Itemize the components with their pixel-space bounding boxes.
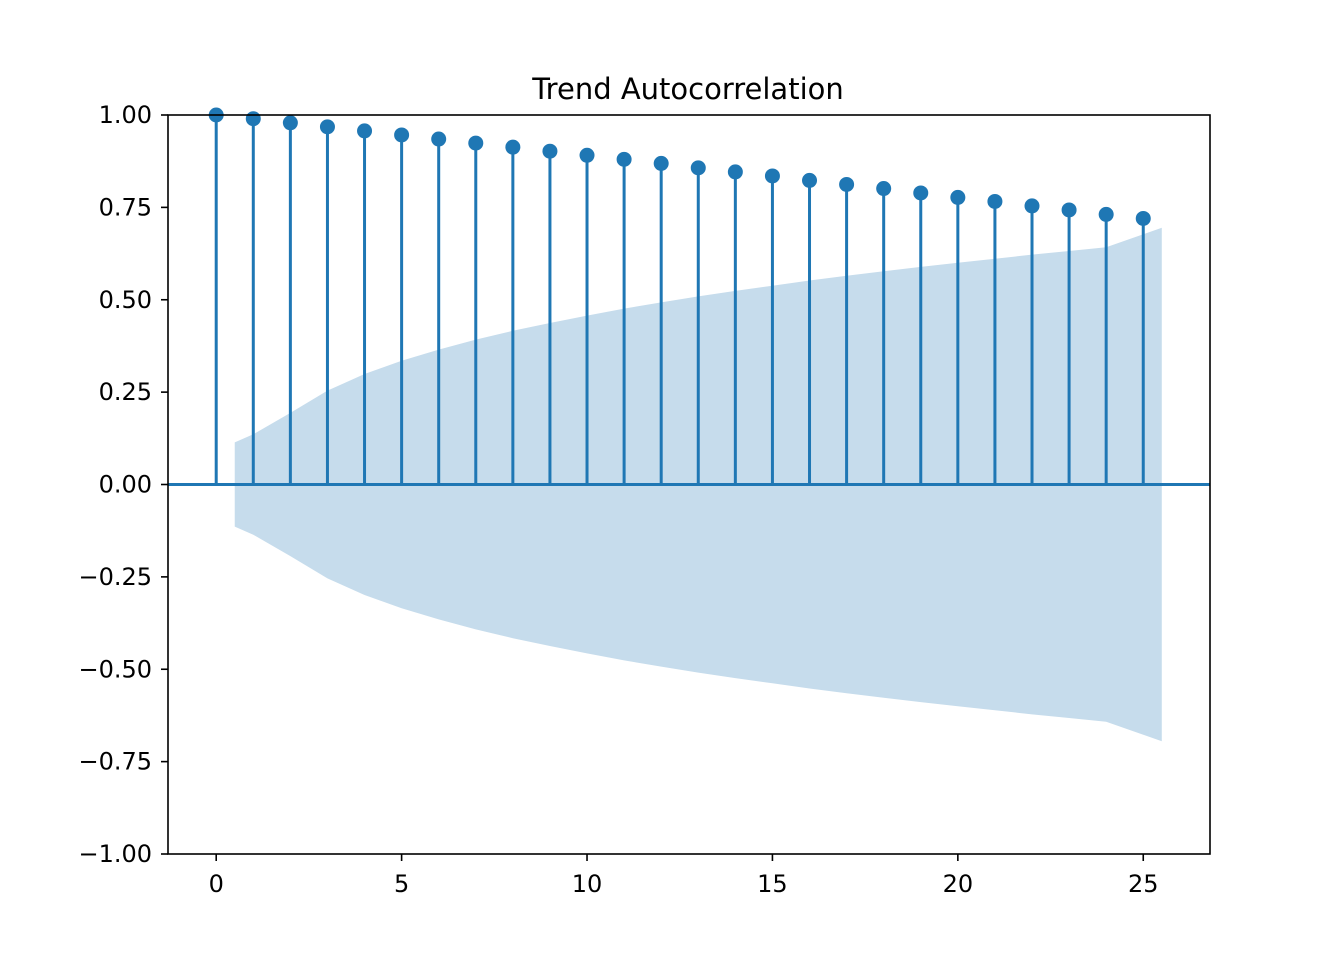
acf-point	[468, 135, 484, 151]
acf-point	[357, 123, 373, 139]
axes-layer: 0 5 10 15 20 25 1.00 0.75 0.50 0.25 0.00 −0.25 −0.50…	[78, 101, 1211, 898]
acf-point	[913, 185, 929, 201]
acf-point	[282, 115, 298, 131]
y-tick-label: 0.75	[99, 193, 152, 221]
acf-point	[1098, 206, 1114, 222]
acf-point	[876, 181, 892, 197]
y-tick-label: −0.75	[78, 748, 152, 776]
acf-point	[505, 139, 521, 155]
acf-point	[431, 131, 447, 147]
acf-point	[690, 160, 706, 176]
y-tick-label: 0.25	[99, 378, 152, 406]
acf-point	[950, 189, 966, 205]
x-tick-label: 10	[572, 870, 603, 898]
stem-layer	[168, 107, 1210, 486]
y-tick-label: 0.50	[99, 286, 152, 314]
y-tick-label: 1.00	[99, 101, 152, 129]
acf-point	[1061, 202, 1077, 218]
x-tick-label: 15	[757, 870, 788, 898]
acf-point	[319, 119, 335, 135]
acf-point	[579, 147, 595, 163]
acf-point	[727, 164, 743, 180]
acf-point	[542, 143, 558, 159]
x-tick-label: 25	[1128, 870, 1159, 898]
y-tick-label: −1.00	[78, 840, 152, 868]
y-tick-label: −0.50	[78, 655, 152, 683]
acf-point	[653, 155, 669, 171]
acf-point	[802, 172, 818, 188]
acf-point	[245, 111, 261, 127]
y-tick-label: −0.25	[78, 563, 152, 591]
chart-title: Trend Autocorrelation	[531, 72, 844, 106]
x-tick-label: 5	[394, 870, 409, 898]
acf-point	[987, 193, 1003, 209]
acf-point	[839, 176, 855, 192]
acf-point	[1135, 210, 1151, 226]
y-tick-label: 0.00	[99, 471, 152, 499]
acf-point	[394, 127, 410, 143]
acf-point	[764, 168, 780, 184]
acf-point	[1024, 198, 1040, 214]
x-tick-label: 20	[943, 870, 974, 898]
x-tick-label: 0	[209, 870, 224, 898]
acf-point	[616, 151, 632, 167]
